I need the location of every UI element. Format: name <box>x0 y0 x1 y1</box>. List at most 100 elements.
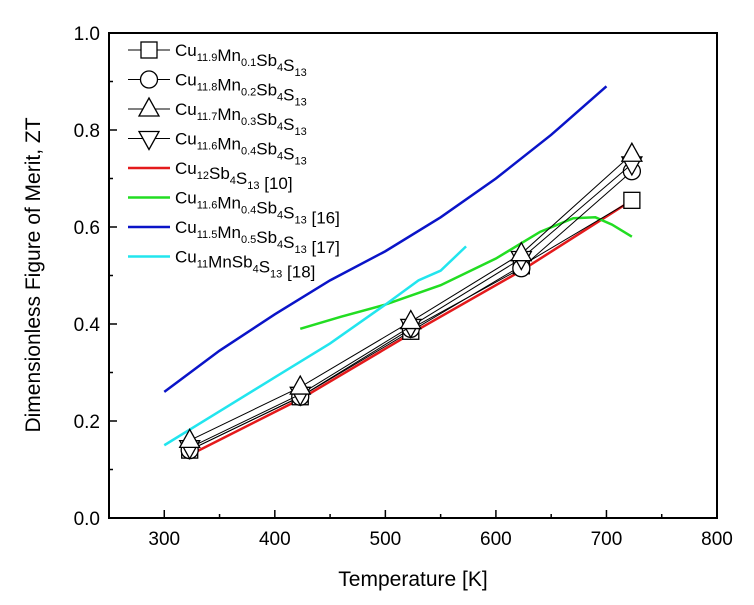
legend-item: Cu11.7Mn0.3Sb4S13 <box>128 96 307 138</box>
legend-subscript: 4 <box>253 264 259 276</box>
legend-text: Sb <box>256 140 277 159</box>
legend-subscript: 13 <box>295 126 307 138</box>
legend-text: Cu <box>175 159 197 178</box>
legend-item: Cu11.9Mn0.1Sb4S13 <box>128 41 307 79</box>
legend-marker-triangle-down <box>137 130 161 151</box>
legend-text: S <box>283 115 294 134</box>
x-tick-label: 400 <box>259 529 291 550</box>
series-none-6 <box>163 85 608 393</box>
legend-marker-square <box>140 41 158 59</box>
legend-subscript: 13 <box>295 97 307 109</box>
legend-text: Cu <box>175 189 197 208</box>
legend-subscript: 11.5 <box>197 229 218 241</box>
legend-subscript: 4 <box>277 92 283 104</box>
legend-text: [16] <box>307 209 340 228</box>
data-point-triangle-up <box>399 309 422 330</box>
legend-item: Cu11.8Mn0.2Sb4S13 <box>128 70 307 109</box>
legend-text: [18] <box>282 263 315 282</box>
legend-text: Sb <box>256 51 277 70</box>
legend-text: [17] <box>307 238 340 257</box>
legend-subscript: 4 <box>277 239 283 251</box>
series-line <box>163 245 467 447</box>
legend-subscript: 4 <box>277 210 283 222</box>
legend-text: Mn <box>217 223 241 242</box>
legend-subscript: 4 <box>277 121 283 133</box>
legend-item: Cu11.6Mn0.4Sb4S13 <box>128 130 307 168</box>
legend-text: Mn <box>217 46 241 65</box>
legend-text: S <box>283 86 294 105</box>
y-axis-label: Dimensionless Figure of Merit, ZT <box>22 117 45 432</box>
data-point-triangle-up <box>178 428 201 449</box>
x-tick-label: 700 <box>591 529 623 550</box>
y-tick-label: 0.8 <box>74 121 100 142</box>
legend-subscript: 13 <box>247 180 259 192</box>
data-point-square <box>623 191 641 209</box>
legend-text: S <box>236 169 247 188</box>
legend-subscript: 0.5 <box>241 234 256 246</box>
legend-label: Cu11.6Mn0.4Sb4S13 [16] <box>175 189 340 228</box>
legend-subscript: 0.3 <box>241 116 256 128</box>
x-tick-label: 800 <box>701 529 733 550</box>
y-tick-label: 1.0 <box>74 24 100 45</box>
legend-subscript: 12 <box>197 170 209 182</box>
legend-text: Cu <box>175 100 197 119</box>
legend-text: Sb <box>256 110 277 129</box>
series-line <box>299 216 633 331</box>
series-line <box>189 153 633 441</box>
legend-text: MnSb <box>208 253 252 272</box>
legend-subscript: 11 <box>197 259 208 271</box>
legend-item: Cu12Sb4S13 [10] <box>128 159 293 193</box>
legend-subscript: 13 <box>295 67 307 79</box>
legend-subscript: 13 <box>295 215 307 227</box>
legend-text: S <box>283 56 294 75</box>
legend-text: Mn <box>217 194 241 213</box>
legend-subscript: 13 <box>295 156 307 168</box>
legend-text: Mn <box>217 135 241 154</box>
y-tick-label: 0.4 <box>74 315 101 336</box>
legend-text: S <box>283 233 294 252</box>
legend-item: Cu11.6Mn0.4Sb4S13 [16] <box>128 189 340 228</box>
legend-text: Cu <box>175 41 197 60</box>
x-tick-label: 600 <box>480 529 512 550</box>
y-tick-label: 0.0 <box>74 509 100 530</box>
x-tick-label: 300 <box>148 529 180 550</box>
legend-subscript: 11.8 <box>197 82 218 94</box>
legend-text: S <box>283 204 294 223</box>
legend-subscript: 0.4 <box>241 205 256 217</box>
legend-label: Cu11.5Mn0.5Sb4S13 [17] <box>175 218 340 257</box>
series-none-5 <box>299 216 633 331</box>
legend-text: Cu <box>175 218 197 237</box>
data-point-triangle-up <box>289 374 312 395</box>
legend-text: Sb <box>209 164 230 183</box>
x-axis-label: Temperature [K] <box>338 568 487 591</box>
legend-label: Cu11.9Mn0.1Sb4S13 <box>175 41 307 79</box>
series-triangle-up-2 <box>178 141 643 449</box>
legend-label: Cu12Sb4S13 [10] <box>175 159 293 193</box>
legend-marker-triangle-up <box>137 96 161 117</box>
legend-subscript: 11.6 <box>197 141 218 153</box>
legend-marker-circle <box>139 70 159 89</box>
y-tick-label: 0.6 <box>74 218 100 239</box>
legend-subscript: 0.1 <box>241 57 256 69</box>
legend-text: Sb <box>256 199 277 218</box>
legend-subscript: 4 <box>230 175 236 187</box>
legend: Cu11.9Mn0.1Sb4S13Cu11.8Mn0.2Sb4S13Cu11.7… <box>128 41 340 282</box>
legend-text: [10] <box>260 174 293 193</box>
legend-text: Mn <box>217 105 241 124</box>
legend-subscript: 4 <box>277 62 283 74</box>
series-triangle-down-3 <box>178 156 643 461</box>
legend-text: S <box>283 145 294 164</box>
legend-text: Mn <box>217 76 241 95</box>
legend-text: Sb <box>256 228 277 247</box>
legend-label: Cu11.7Mn0.3Sb4S13 <box>175 100 307 138</box>
data-point-triangle-up <box>620 141 643 162</box>
legend-subscript: 11.9 <box>197 52 218 64</box>
legend-item: Cu11MnSb4S13 [18] <box>128 248 315 282</box>
legend-subscript: 4 <box>277 151 283 163</box>
series-none-7 <box>163 245 467 447</box>
data-point-triangle-up <box>510 241 533 262</box>
legend-subscript: 13 <box>295 244 307 256</box>
legend-text: Sb <box>256 81 277 100</box>
legend-subscript: 11.6 <box>197 200 218 212</box>
